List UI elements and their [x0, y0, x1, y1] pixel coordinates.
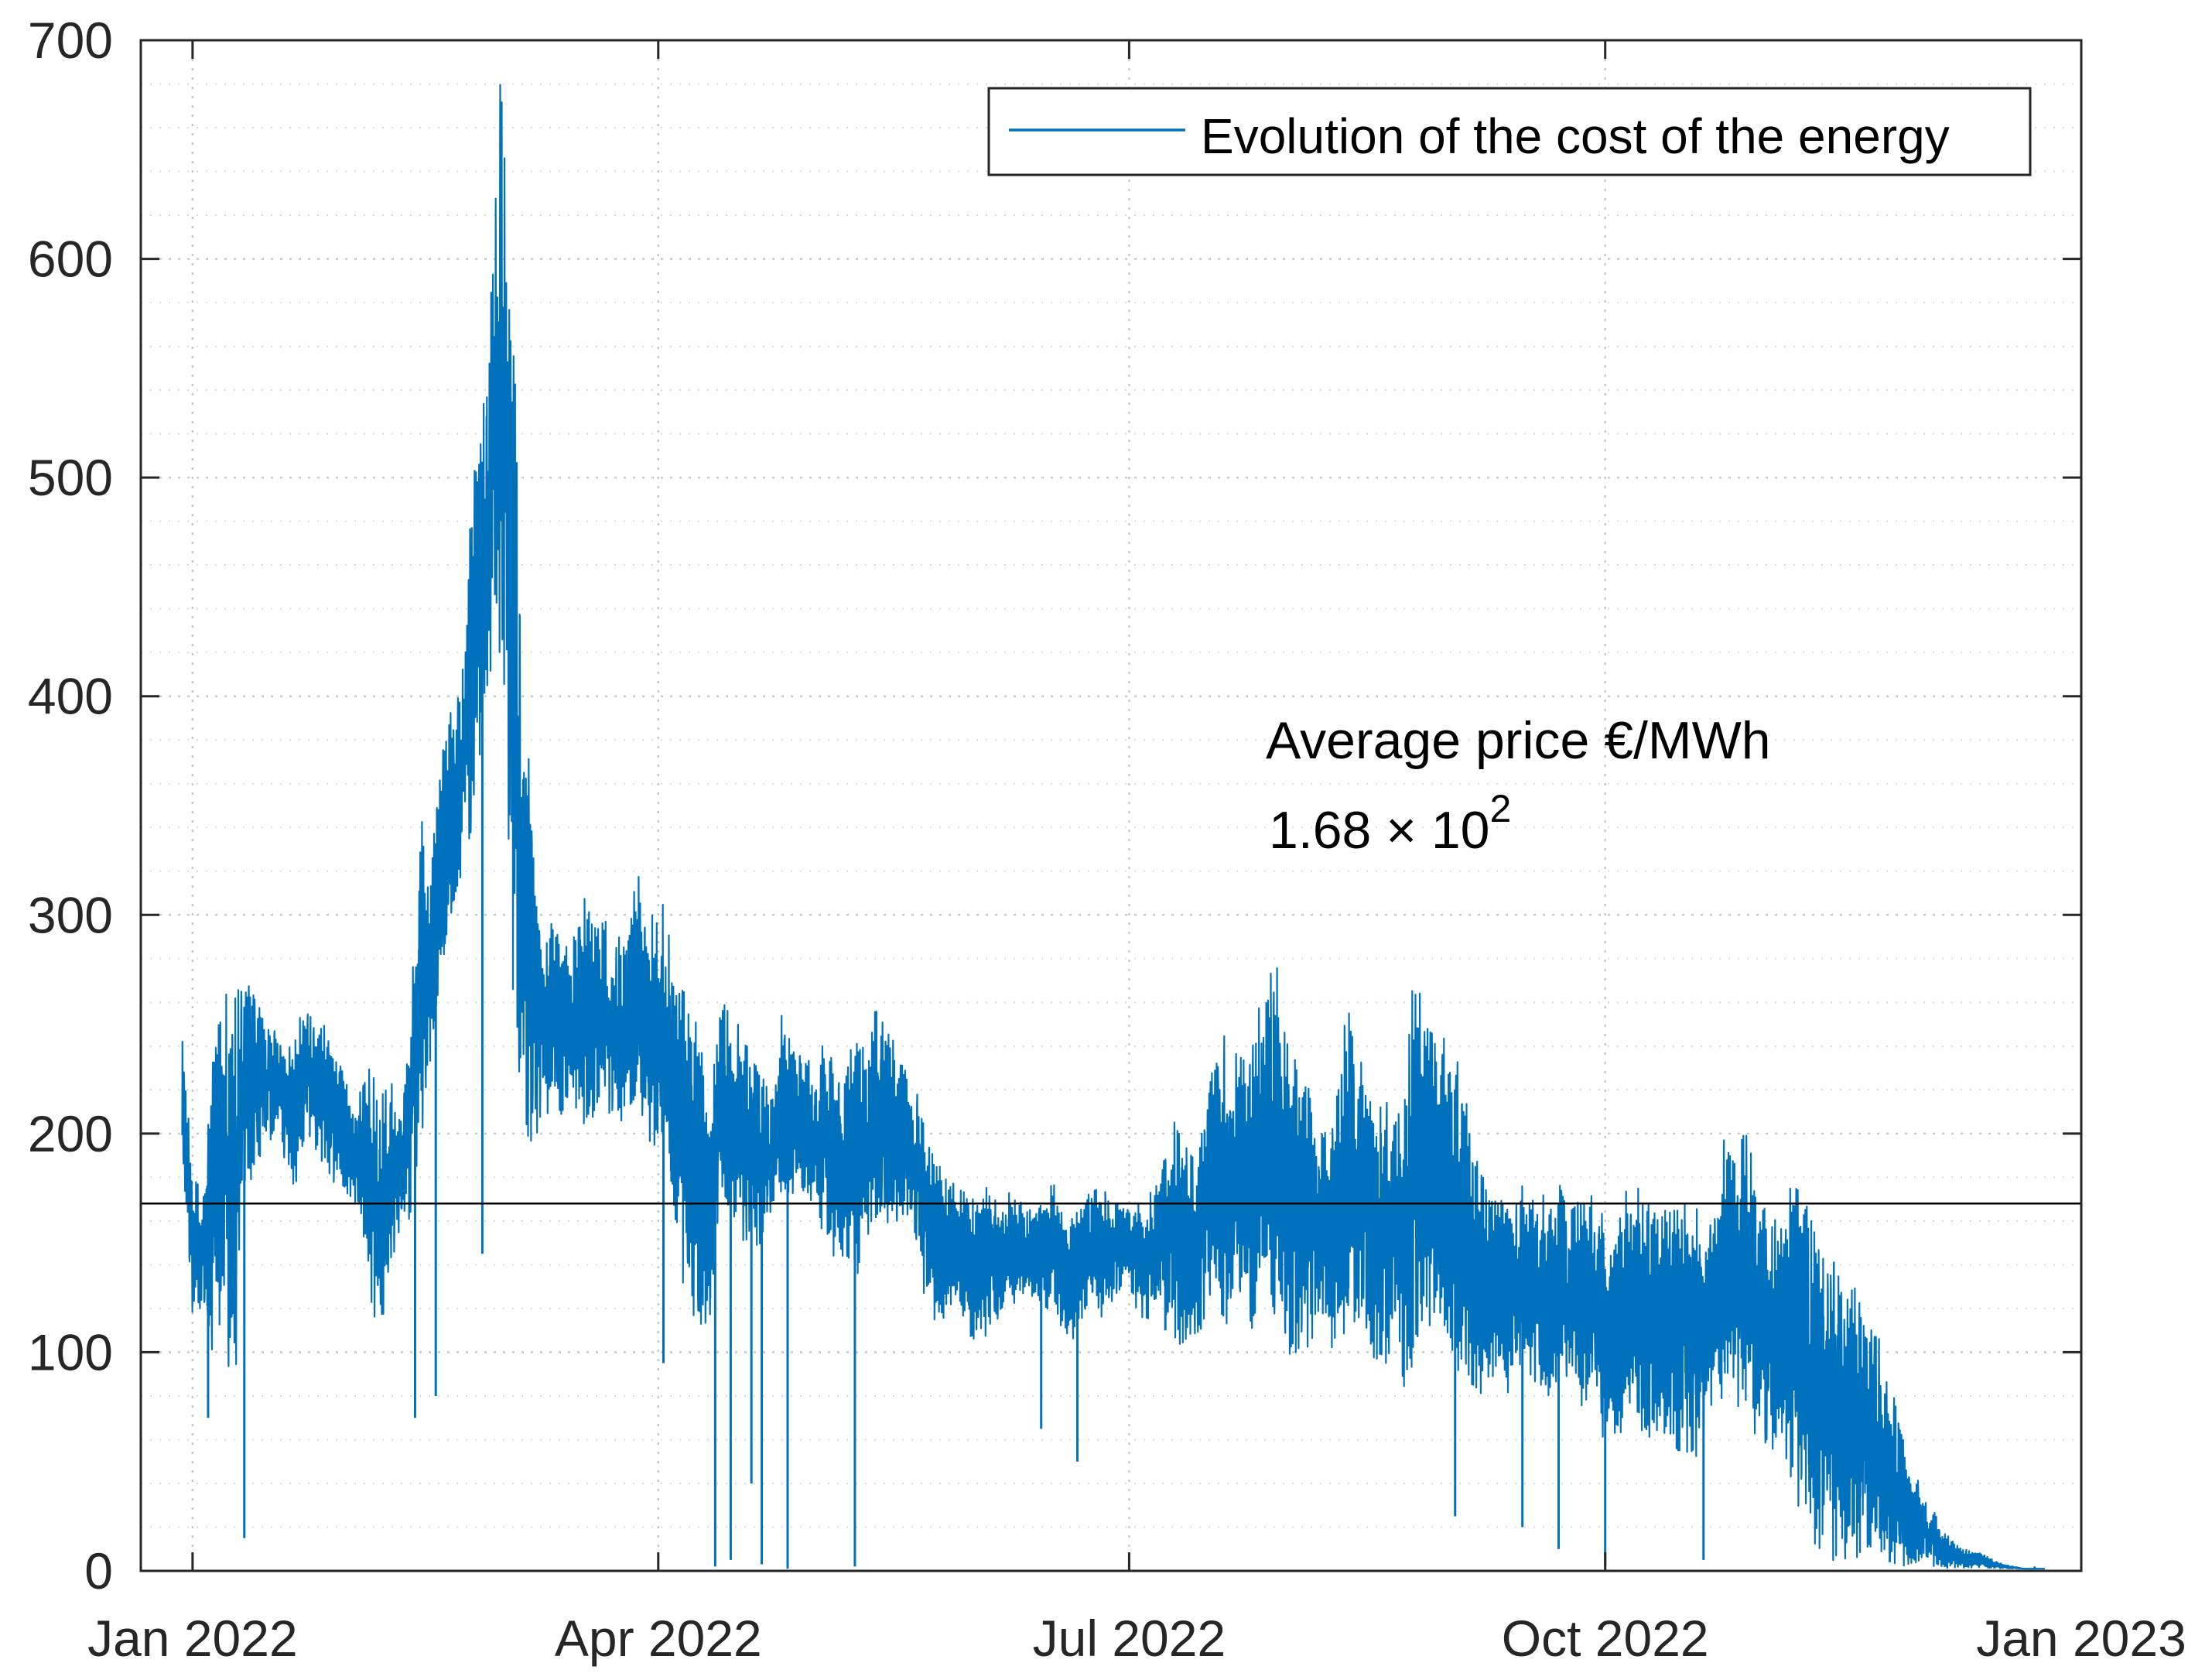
x-tick-label: Jan 2023	[1976, 1610, 2186, 1667]
annotation-value: 1.68 × 102	[1269, 787, 1511, 860]
annotation-label: Average price €/MWh	[1266, 711, 1771, 770]
legend-entry: Evolution of the cost of the energy	[1201, 108, 1950, 164]
y-tick-label: 400	[28, 668, 113, 725]
annotation-value-exponent: 2	[1489, 787, 1511, 830]
x-tick-label: Jan 2022	[87, 1610, 298, 1667]
y-tick-label: 300	[28, 886, 113, 943]
series-layer	[181, 84, 2046, 1570]
y-tick-label: 500	[28, 449, 113, 506]
series-line	[181, 84, 2046, 1570]
y-tick-label: 200	[28, 1105, 113, 1162]
y-tick-label: 100	[28, 1323, 113, 1381]
x-tick-label: Oct 2022	[1502, 1610, 1709, 1667]
tick-layer: 0 100 200 300 400 500 600 700 Jan 2022 Apr 2022 Ju…	[28, 12, 2186, 1667]
y-tick-label: 700	[28, 12, 113, 69]
y-tick-label: 0	[84, 1542, 113, 1600]
axes-box	[139, 39, 2083, 1572]
legend: Evolution of the cost of the energy	[987, 87, 2032, 176]
average-price-annotation: Average price €/MWh 1.68 × 102	[1266, 711, 1771, 860]
y-tick-label: 600	[28, 231, 113, 288]
annotation-value-base: 1.68 × 10	[1269, 801, 1489, 860]
x-tick-label: Apr 2022	[555, 1610, 762, 1667]
x-tick-label: Jul 2022	[1033, 1610, 1226, 1667]
legend-box	[987, 87, 2032, 176]
